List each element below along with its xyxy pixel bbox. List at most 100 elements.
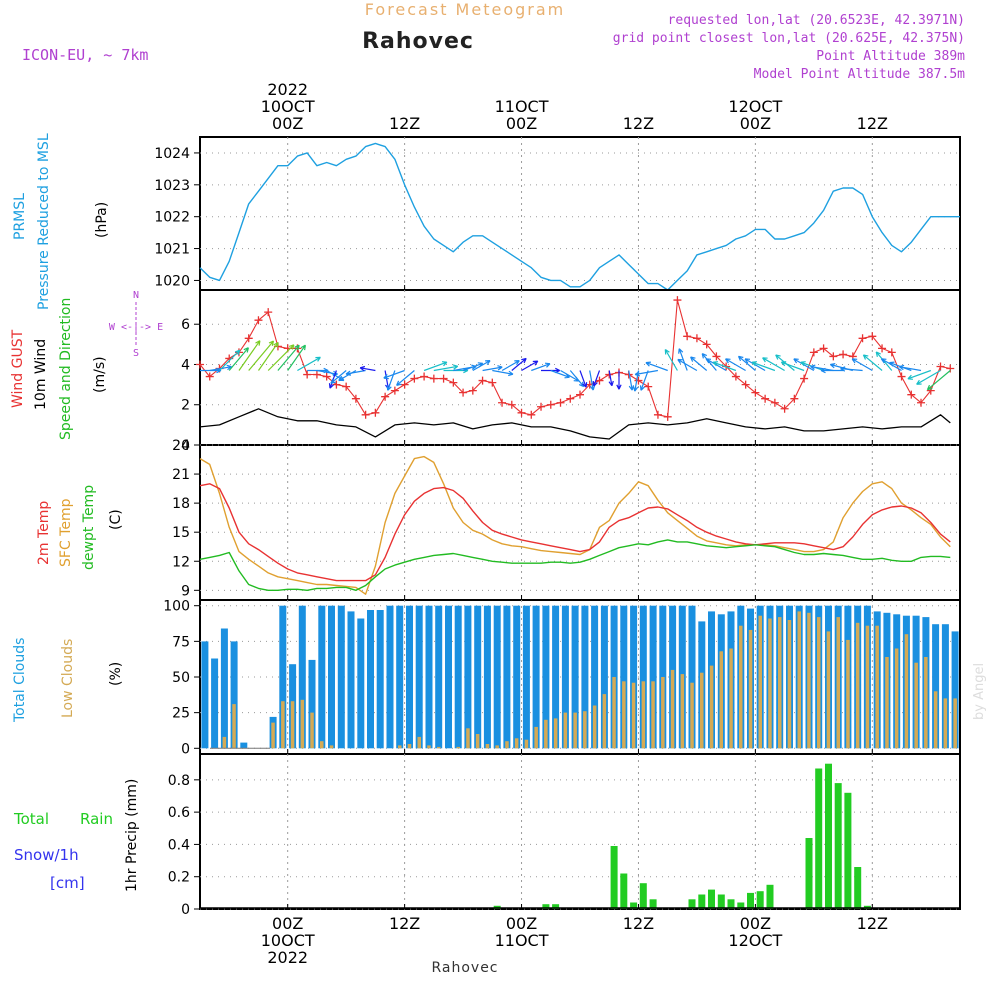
bottom-time-label: 2022 [267,948,308,967]
wind-arrow [820,367,844,374]
wind-arrow [926,370,951,391]
wind-arrow [628,370,635,391]
total-cloud-bar [445,605,452,749]
total-cloud-bar [483,605,491,749]
bottom-time-label: 11OCT [495,931,549,950]
total-cloud-bar [201,641,209,749]
wind-arrow [775,354,795,371]
gust-marker [644,382,653,391]
bottom-time-label: 10OCT [261,931,315,950]
wind-arrow [531,362,551,372]
gust-marker [858,334,867,343]
gust-marker [566,394,575,403]
low-cloud-bar [427,745,431,749]
panel-pressure-frame [199,136,961,291]
low-cloud-bar [797,611,801,749]
low-cloud-bar [778,617,782,749]
rain-bar [815,768,823,909]
total-cloud-bar [542,605,550,749]
low-cloud-bar [320,741,324,749]
total-cloud-bar [298,605,306,749]
bottom-time-label: 12Z [623,914,654,933]
precip-snow-label: Snow/1h [14,846,79,864]
rain-bar [717,894,725,909]
total-cloud-bar [415,605,423,749]
gust-marker [429,374,438,383]
low-cloud-bar [310,712,314,749]
bottom-time-label: 12OCT [728,931,782,950]
rain-bar [639,883,647,909]
total-cloud-bar [347,611,355,749]
total-cloud-bar [337,605,345,749]
rain-bar [688,899,696,909]
total-cloud-bar [406,605,413,749]
total-cloud-bar [493,605,501,749]
product-title: Forecast Meteogram [365,0,565,19]
low-cloud-bar [631,682,636,749]
total-cloud-bar [649,605,657,749]
rain-bar [825,763,832,909]
total-cloud-bar [639,605,647,749]
wind-unit: (m/s) [92,356,108,393]
wind-arrow [287,344,306,371]
low-cloud-bar [661,677,665,749]
low-cloud-bar [534,726,538,749]
total-cloud-bar [571,605,579,749]
gust-marker [381,392,390,401]
pressure-label-prmsl: PRMSL [12,193,28,240]
total-cloud-bar [941,624,949,749]
wind-arrow [690,356,708,371]
wind-arrow [875,351,893,371]
gust-marker [517,408,526,417]
gust-marker [712,352,721,361]
rain-bar [610,846,618,909]
gust-marker [244,334,253,343]
y-tick-label: 6 [181,317,190,333]
low-cloud-bar [875,625,879,749]
low-cloud-bar [271,722,275,749]
low-cloud-bar [826,631,831,749]
dewpt-line [199,539,951,591]
low-cloud-bar [466,728,470,749]
total-cloud-bar [279,605,287,749]
total-cloud-bar [464,605,472,749]
gust-marker [498,398,507,407]
gust-marker [926,386,935,395]
low-cloud-bar [846,639,850,749]
total-cloud-bar [561,605,569,749]
bottom-time-label: 12Z [857,914,888,933]
wind-arrow [840,366,863,372]
temp-sfc-label: SFC Temp [58,498,74,567]
rain-bar [805,838,813,909]
wind-arrow [238,340,261,371]
total-cloud-bar [630,605,638,749]
low-cloud-bar [222,736,227,749]
low-cloud-bar [398,745,402,749]
gust-marker [780,404,789,413]
y-tick-label: 50 [172,670,190,686]
rain-bar [620,873,628,909]
y-tick-label: 24 [172,438,190,454]
gust-marker [809,348,818,357]
low-cloud-bar [505,741,509,749]
wind-gust-label: Wind GUST [10,329,26,408]
sfc-temp-line [199,455,951,595]
y-tick-label: 1023 [154,178,190,194]
total-cloud-bar [503,605,511,749]
total-cloud-bar [425,605,433,749]
low-cloud-bar [524,739,529,749]
total-cloud-bar [386,605,394,749]
location-title: Rahovec [362,29,474,54]
wind-panel: 0 2 4 6 [181,289,961,454]
y-tick-label: 12 [172,554,190,570]
gust-marker [761,394,770,403]
low-cloud-bar [924,657,928,749]
gust-marker [400,380,409,389]
top-time-label: 12Z [857,114,888,133]
model-name: ICON-EU, ~ 7km [22,46,148,64]
low-cloud-bar [787,620,792,749]
rain-bar [747,892,754,909]
bottom-time-label: 00Z [272,914,303,933]
temp-2m-line [199,483,951,582]
